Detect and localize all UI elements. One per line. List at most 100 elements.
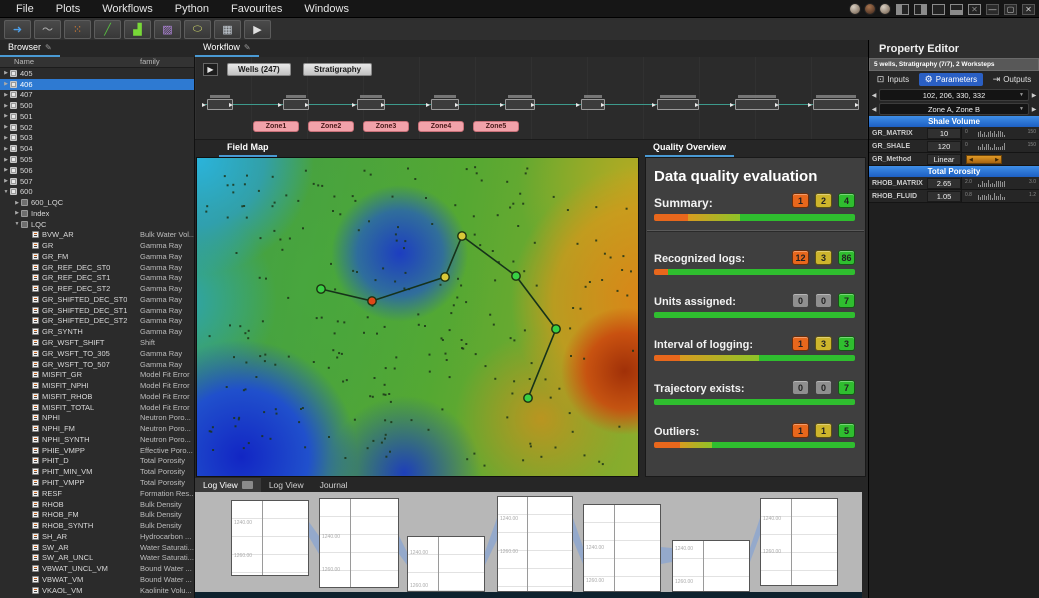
zone-badge-zone4[interactable]: Zone4 (418, 121, 464, 132)
menu-file[interactable]: File (16, 2, 34, 15)
menu-workflows[interactable]: Workflows (102, 2, 153, 15)
workflow-node[interactable] (352, 95, 385, 110)
slider-left-arrow-icon[interactable]: ◀ (969, 156, 973, 163)
expand-arrow-icon[interactable]: ▶ (4, 70, 8, 77)
tree-row-600[interactable]: ▼ 600 (0, 186, 194, 197)
tree-column-headers[interactable]: Name family (0, 57, 194, 68)
tree-row-phie_vmpp[interactable]: PHIE_VMPP Effective Poro... (0, 445, 194, 456)
tree-row-507[interactable]: ▶ 507 (0, 176, 194, 187)
scatter-plot-button[interactable]: ⁙ (64, 19, 91, 39)
well-logs-button[interactable]: 〜 (34, 19, 61, 39)
tab-log-view-0[interactable]: Log View (195, 478, 261, 492)
minimize-button[interactable]: — (986, 3, 999, 15)
selected-well-marker[interactable] (511, 271, 521, 281)
parameter-value-field[interactable]: 1.05 (927, 190, 961, 202)
map-button[interactable]: ⬭ (184, 19, 211, 39)
selector-dropdown-1[interactable]: 102, 206, 330, 332 ▼ (879, 89, 1029, 101)
prev-arrow-icon[interactable]: ◀ (871, 92, 877, 99)
crossplot-button[interactable]: ╱ (94, 19, 121, 39)
tree-row-rhob[interactable]: RHOB Bulk Density (0, 499, 194, 510)
tree-row-gr_synth[interactable]: GR_SYNTH Gamma Ray (0, 326, 194, 337)
tree-row-600_lqc[interactable]: ▶ 600_LQC (0, 197, 194, 208)
tab-journal-2[interactable]: Journal (312, 478, 356, 492)
field-map-canvas[interactable] (196, 157, 639, 477)
expand-arrow-icon[interactable]: ▶ (4, 134, 8, 141)
tree-row-nphi_synth[interactable]: NPHI_SYNTH Neutron Poro... (0, 434, 194, 445)
plot-button[interactable]: ▨ (154, 19, 181, 39)
zone-badge-zone2[interactable]: Zone2 (308, 121, 354, 132)
table-button[interactable]: ▦ (214, 19, 241, 39)
workflow-run-button[interactable]: ▶ (203, 63, 218, 76)
tree-row-phit_min_vm[interactable]: PHIT_MIN_VM Total Porosity (0, 466, 194, 477)
tab-field-map[interactable]: Field Map (219, 140, 277, 157)
parameter-widget[interactable]: 0 150 (961, 140, 1039, 152)
expand-arrow-icon[interactable]: ▶ (4, 113, 8, 120)
tree-row-gr[interactable]: GR Gamma Ray (0, 240, 194, 251)
maximize-button[interactable]: ▢ (1004, 3, 1017, 15)
parameter-widget[interactable]: 0 150 (961, 127, 1039, 139)
selected-well-marker[interactable] (440, 272, 450, 282)
tree-row-rhob_fm[interactable]: RHOB_FM Bulk Density (0, 509, 194, 520)
workflow-node[interactable] (500, 95, 535, 110)
layout-full-icon[interactable] (932, 3, 945, 15)
pin-icon[interactable]: ✎ (243, 42, 251, 52)
slider-right-arrow-icon[interactable]: ▶ (995, 156, 999, 163)
zone-badge-zone1[interactable]: Zone1 (253, 121, 299, 132)
log-track-panel[interactable]: 1240.00 1260.00 (497, 496, 573, 592)
tree-row-resf[interactable]: RESF Formation Res... (0, 488, 194, 499)
tab-workflow[interactable]: Workflow ✎ (195, 40, 259, 57)
tab-chip[interactable] (241, 481, 253, 489)
run-button[interactable]: ▶ (244, 19, 271, 39)
tree-row-503[interactable]: ▶ 503 (0, 133, 194, 144)
tab-browser[interactable]: Browser ✎ (0, 40, 60, 57)
log-view-scrollbar[interactable] (195, 592, 862, 598)
log-track-panel[interactable]: 1240.00 1260.00 (583, 504, 661, 592)
tree-row-index[interactable]: ▶ Index (0, 208, 194, 219)
workflow-node[interactable] (426, 95, 459, 110)
tree-row-bvw_ar[interactable]: BVW_AR Bulk Water Vol... (0, 229, 194, 240)
log-track-panel[interactable]: 1240.00 1260.00 (760, 498, 838, 586)
tree-row-vbwat_uncl_vm[interactable]: VBWAT_UNCL_VM Bound Water ... (0, 563, 194, 574)
user-avatar[interactable] (864, 3, 876, 15)
log-track-panel[interactable]: 1240.00 1260.00 (672, 540, 750, 592)
zone-badge-zone5[interactable]: Zone5 (473, 121, 519, 132)
tree-row-504[interactable]: ▶ 504 (0, 143, 194, 154)
tree-row-506[interactable]: ▶ 506 (0, 165, 194, 176)
tree-row-gr_wsft_to_507[interactable]: GR_WSFT_TO_507 Gamma Ray (0, 359, 194, 370)
expand-arrow-icon[interactable]: ▶ (4, 102, 8, 109)
workflow-canvas[interactable]: ▶ Wells (247) Stratigraphy Zone1 Zone2 Zone3… (195, 57, 868, 140)
next-arrow-icon[interactable]: ▶ (1031, 106, 1037, 113)
tree-row-gr_ref_dec_st1[interactable]: GR_REF_DEC_ST1 Gamma Ray (0, 273, 194, 284)
workflow-node[interactable] (652, 95, 699, 110)
tree-row-gr_fm[interactable]: GR_FM Gamma Ray (0, 251, 194, 262)
expand-arrow-icon[interactable]: ▼ (3, 188, 9, 195)
workflow-node[interactable] (730, 95, 779, 110)
tree-row-gr_shifted_dec_st0[interactable]: GR_SHIFTED_DEC_ST0 Gamma Ray (0, 294, 194, 305)
selector-dropdown-2[interactable]: Zone A, Zone B ▼ (879, 103, 1029, 115)
tree-row-lqc[interactable]: ▼ LQC (0, 219, 194, 230)
selected-well-marker[interactable] (367, 296, 377, 306)
workflow-node[interactable] (576, 95, 605, 110)
property-tab-inputs[interactable]: ⊡ Inputs (871, 73, 915, 86)
parameter-value-field[interactable]: 2.65 (927, 177, 961, 189)
tree-row-vbwat_vm[interactable]: VBWAT_VM Bound Water ... (0, 574, 194, 585)
parameter-widget[interactable]: 0.8 1.2 (961, 190, 1039, 202)
tree-row-gr_ref_dec_st2[interactable]: GR_REF_DEC_ST2 Gamma Ray (0, 283, 194, 294)
expand-arrow-icon[interactable]: ▶ (4, 156, 8, 163)
tree-row-misfit_rhob[interactable]: MISFIT_RHOB Model Fit Error (0, 391, 194, 402)
expand-arrow-icon[interactable]: ▶ (4, 124, 8, 131)
tree-row-gr_wsft_shift[interactable]: GR_WSFT_SHIFT Shift (0, 337, 194, 348)
layout-close-icon[interactable]: ✕ (968, 3, 981, 15)
expand-arrow-icon[interactable]: ▶ (15, 210, 19, 217)
layout-bottom-icon[interactable] (950, 3, 963, 15)
tree-row-gr_ref_dec_st0[interactable]: GR_REF_DEC_ST0 Gamma Ray (0, 262, 194, 273)
workflow-button-1[interactable]: Wells (247) (227, 63, 291, 76)
user-avatar[interactable] (879, 3, 891, 15)
log-track-panel[interactable]: 1240.00 1260.00 (231, 500, 309, 576)
selected-well-marker[interactable] (316, 284, 326, 294)
tree-row-gr_shifted_dec_st2[interactable]: GR_SHIFTED_DEC_ST2 Gamma Ray (0, 316, 194, 327)
tree-row-sw_ar[interactable]: SW_AR Water Saturati... (0, 542, 194, 553)
tree-row-500[interactable]: ▶ 500 (0, 100, 194, 111)
tree-row-gr_shifted_dec_st1[interactable]: GR_SHIFTED_DEC_ST1 Gamma Ray (0, 305, 194, 316)
import-button[interactable]: ➜ (4, 19, 31, 39)
